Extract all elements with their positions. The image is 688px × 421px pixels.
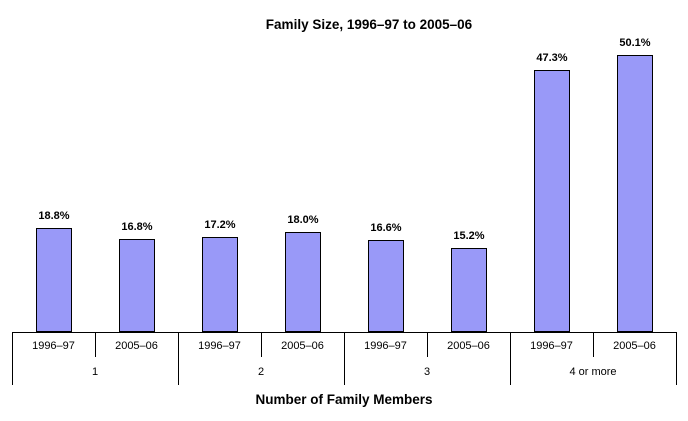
bar-group-2-1996-97: [202, 237, 238, 332]
x-tick-label: 1996–97: [364, 340, 407, 352]
bar-group-4-or-more-2005-06: [617, 55, 653, 332]
x-group-label: 3: [423, 366, 431, 378]
x-tick-label: 2005–06: [613, 340, 656, 352]
period-tick: [427, 332, 428, 357]
period-tick: [261, 332, 262, 357]
bar-value-label: 18.0%: [287, 214, 319, 226]
period-tick: [593, 332, 594, 357]
x-tick-label: 1996–97: [32, 340, 75, 352]
bar-value-label: 15.2%: [453, 230, 485, 242]
bar-value-label: 16.8%: [121, 221, 153, 233]
group-boundary-tick: [178, 332, 179, 385]
bar-group-3-1996-97: [368, 240, 404, 332]
bar-group-4-or-more-1996-97: [534, 70, 570, 332]
group-boundary-tick: [510, 332, 511, 385]
bar-group-2-2005-06: [285, 232, 321, 332]
x-tick-label: 1996–97: [530, 340, 573, 352]
chart-title: Family Size, 1996–97 to 2005–06: [265, 17, 473, 32]
bar-value-label: 50.1%: [619, 37, 651, 49]
x-group-label: 4 or more: [569, 366, 617, 378]
group-boundary-tick: [344, 332, 345, 385]
x-tick-label: 2005–06: [447, 340, 490, 352]
period-tick: [95, 332, 96, 357]
bar-group-1-2005-06: [119, 239, 155, 332]
group-boundary-tick: [12, 332, 13, 385]
x-tick-label: 2005–06: [115, 340, 158, 352]
bar-value-label: 16.6%: [370, 222, 402, 234]
x-axis-title: Number of Family Members: [255, 392, 433, 407]
x-tick-label: 2005–06: [281, 340, 324, 352]
x-group-label: 1: [91, 366, 99, 378]
bar-value-label: 18.8%: [38, 210, 70, 222]
bar-value-label: 17.2%: [204, 219, 236, 231]
bar-group-3-2005-06: [451, 248, 487, 332]
bar-group-1-1996-97: [36, 228, 72, 332]
x-tick-label: 1996–97: [198, 340, 241, 352]
x-group-label: 2: [257, 366, 265, 378]
group-boundary-tick: [676, 332, 677, 385]
bar-value-label: 47.3%: [536, 52, 568, 64]
